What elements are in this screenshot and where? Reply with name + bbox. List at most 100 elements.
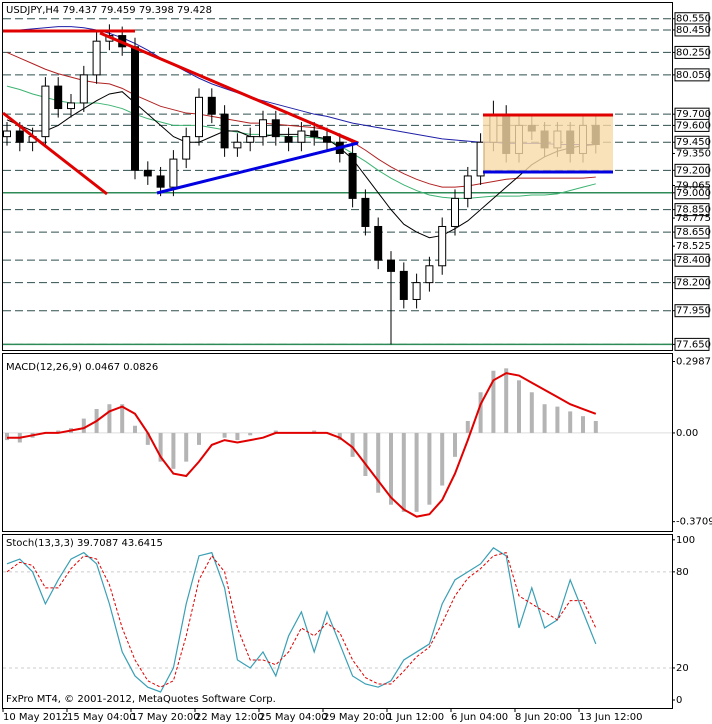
macd-bar	[542, 404, 547, 433]
x-tick-label: 13 Jun 12:00	[579, 712, 643, 723]
y-tick-label: 78.525	[676, 241, 711, 252]
macd-bar	[389, 432, 393, 505]
y-tick-label: 77.950	[676, 306, 711, 317]
macd-bar	[120, 404, 125, 433]
candle-body	[92, 40, 101, 76]
macd-bar	[568, 411, 573, 433]
macd-bar	[312, 430, 317, 433]
y-tick-label: 78.775	[676, 213, 711, 224]
macd-bar	[465, 420, 470, 433]
macd-bar	[491, 370, 496, 433]
macd-bar	[337, 432, 342, 441]
x-tick-label: 29 May 20:00	[323, 712, 392, 723]
candle-body	[207, 96, 216, 115]
y-tick-label: 79.000	[676, 188, 711, 199]
candle-body	[67, 102, 75, 110]
macd-bar	[56, 430, 61, 433]
y-tick-label: 0.00	[676, 428, 698, 439]
x-tick-label: 17 May 20:00	[131, 712, 200, 723]
y-tick-label: 79.065	[676, 180, 711, 191]
y-tick-label: 78.200	[676, 278, 711, 289]
macd-bar	[81, 418, 86, 433]
y-tick-label: 79.600	[676, 120, 711, 131]
range-box	[483, 115, 613, 172]
macd-bar	[453, 432, 457, 457]
x-tick-label: 6 Jun 04:00	[451, 712, 508, 723]
stoch-main	[6, 547, 597, 693]
candle-body	[463, 175, 472, 199]
y-tick-label: 80.250	[676, 47, 711, 58]
x-tick-label: 1 Jun 12:00	[387, 712, 444, 723]
stoch-title: Stoch(13,3,3) 39.7087 43.6415	[6, 538, 163, 549]
y-tick-label: 78.650	[676, 227, 711, 238]
y-tick-label: 80.450	[676, 25, 711, 36]
x-tick-label: 22 May 12:00	[195, 712, 264, 723]
macd-bar	[517, 380, 521, 433]
macd-bar	[581, 416, 585, 433]
chart-title: USDJPY,H4 79.437 79.459 79.398 79.428	[6, 5, 212, 16]
y-tick-label: 79.450	[676, 137, 711, 148]
macd-bar	[504, 368, 509, 433]
candle-body	[323, 136, 331, 143]
macd-bar	[248, 432, 253, 436]
candle-body	[425, 265, 434, 284]
candle-body	[156, 175, 165, 188]
candle-body	[284, 136, 293, 143]
y-tick-label: 78.850	[676, 205, 711, 216]
y-tick-label: 79.700	[676, 109, 711, 120]
stoch-signal	[6, 552, 597, 688]
macd-bar	[145, 432, 150, 445]
macd-bar	[171, 432, 176, 469]
candle-body	[79, 74, 88, 104]
y-tick-label: 78.400	[676, 255, 711, 266]
macd-bar	[427, 432, 432, 505]
macd-bar	[593, 420, 598, 433]
candle-body	[412, 282, 421, 300]
macd-bar	[440, 432, 445, 486]
macd-bar	[107, 404, 112, 433]
candle-body	[143, 169, 152, 177]
candle-body	[54, 85, 63, 110]
y-tick-label: 0.2987	[676, 356, 711, 367]
macd-bar	[350, 432, 355, 457]
macd-bar	[133, 425, 137, 433]
macd-bar	[376, 432, 381, 493]
macd-bar	[184, 432, 189, 462]
candle-body	[169, 158, 178, 188]
trend-line	[156, 141, 359, 195]
candle-body	[361, 197, 370, 227]
stoch-panel	[2, 534, 673, 709]
y-tick-label: 0	[676, 695, 682, 706]
macd-bar	[158, 432, 163, 462]
macd-signal	[7, 372, 597, 518]
candle-body	[399, 270, 408, 300]
candle-body	[259, 119, 267, 138]
y-tick-label: -0.3709	[676, 517, 712, 528]
candle-body	[195, 96, 203, 138]
macd-bar	[555, 406, 560, 433]
macd-bar	[363, 432, 368, 476]
y-tick-label: 80.550	[676, 14, 711, 25]
y-tick-label: 80.050	[676, 70, 711, 81]
macd-bar	[197, 432, 201, 445]
price-panel	[2, 2, 673, 351]
candle-body	[3, 130, 11, 138]
trend-line	[99, 31, 359, 145]
macd-bar	[222, 432, 227, 438]
y-tick-label: 77.650	[676, 339, 711, 350]
candle-body	[220, 113, 229, 149]
y-tick-label: 79.200	[676, 165, 711, 176]
candle-body	[271, 119, 280, 138]
x-tick-label: 8 Jun 20:00	[515, 712, 572, 723]
macd-bar	[414, 432, 419, 512]
macd-bar	[529, 392, 534, 433]
macd-bar	[478, 392, 483, 433]
candle-body	[182, 136, 191, 160]
trend-line	[2, 111, 108, 196]
macd-panel	[2, 353, 673, 532]
y-tick-label: 79.350	[676, 148, 711, 159]
x-tick-label: 25 May 04:00	[259, 712, 328, 723]
candle-body	[387, 259, 395, 272]
x-tick-label: 15 May 04:00	[67, 712, 136, 723]
